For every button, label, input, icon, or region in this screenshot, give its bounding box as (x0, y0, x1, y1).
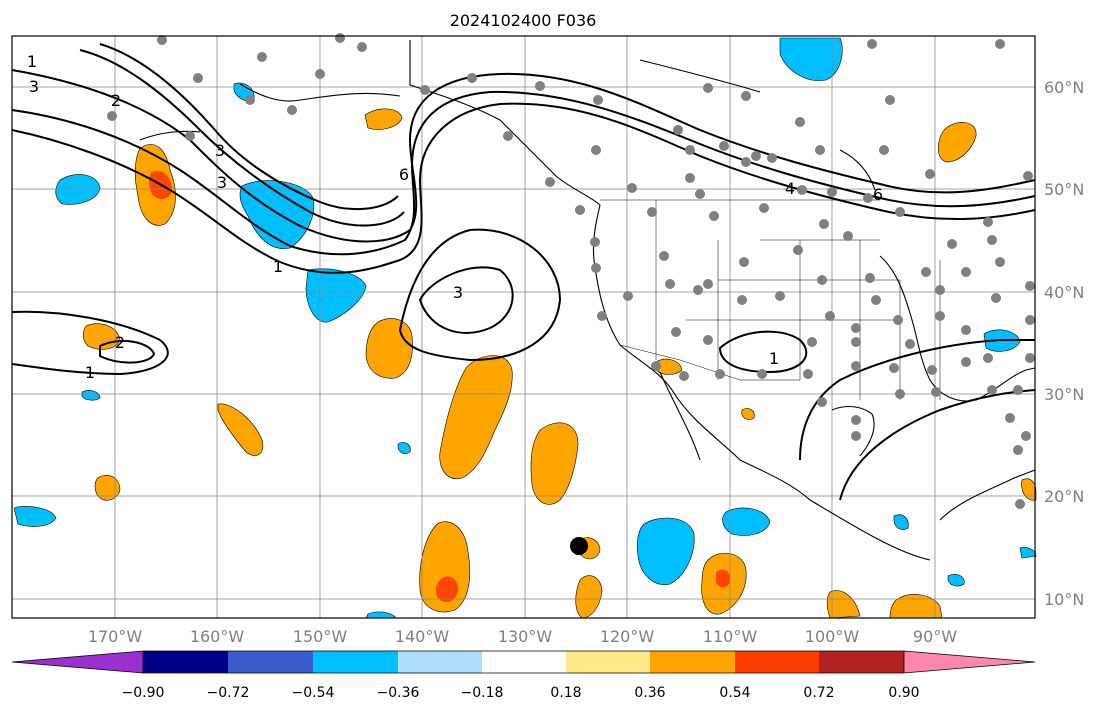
fill-orange (741, 408, 755, 420)
fill-cyan (55, 174, 101, 205)
colorbar-tick-label: −0.36 (377, 685, 420, 701)
colorbar-segment (566, 651, 650, 673)
lon-label: 140°W (395, 627, 450, 646)
colorbar-tick-label: −0.90 (122, 685, 165, 701)
lat-label: 50°N (1044, 180, 1084, 199)
lat-label: 30°N (1044, 385, 1084, 404)
map-frame (11, 35, 1036, 619)
colorbar-tick-label: 0.72 (803, 685, 834, 701)
fill-orange (365, 318, 413, 379)
fill-cyan (1019, 547, 1037, 559)
contour-label: 3 (217, 173, 227, 192)
storm-center-marker (570, 537, 588, 555)
fill-orange (575, 575, 603, 619)
fill-cyan (947, 574, 965, 587)
colorbar-extend-high (903, 650, 1036, 674)
fill-orange (826, 590, 861, 619)
colorbar-tick-label: 0.90 (888, 685, 919, 701)
contour-labels: 1 3 2 3 3 6 1 3 2 1 4 6 1 (27, 52, 883, 382)
lat-label: 60°N (1044, 78, 1084, 97)
map-title: 2024102400 F036 (450, 11, 597, 30)
colorbar-segment (313, 651, 398, 673)
state-borders (600, 199, 941, 400)
colorbar-tick-label: 0.54 (719, 685, 750, 701)
colorbar-tick-label: −0.72 (207, 685, 250, 701)
contour-label: 3 (453, 283, 463, 302)
fill-orange (1021, 478, 1037, 501)
contour-lines (11, 43, 1036, 501)
contour-label: 1 (27, 52, 37, 71)
lat-label: 20°N (1044, 487, 1084, 506)
colorbar-segment (482, 651, 566, 673)
lon-label: 170°W (88, 627, 143, 646)
fill-cyan (397, 442, 411, 454)
lat-label: 40°N (1044, 283, 1084, 302)
fill-red-orange (716, 569, 731, 588)
contour-label: 3 (29, 77, 39, 96)
contour-label: 3 (215, 141, 225, 160)
contour-label: 6 (399, 165, 409, 184)
colorbar-ticks: −0.90 −0.72 −0.54 −0.36 −0.18 0.18 0.36 … (122, 685, 920, 701)
colorbar-segment (735, 651, 819, 673)
lat-label: 10°N (1044, 590, 1084, 609)
colorbar-tick-label: −0.18 (461, 685, 504, 701)
station-markers (107, 33, 1035, 509)
fill-cyan (779, 37, 843, 81)
fill-cyan (13, 506, 57, 527)
contour-label: 4 (785, 179, 795, 198)
fill-cyan (636, 517, 695, 585)
contour-label: 1 (273, 257, 283, 276)
longitude-labels: 170°W 160°W 150°W 140°W 130°W 120°W 110°… (88, 627, 957, 646)
map-grid (12, 36, 1035, 618)
fill-red-orange (435, 576, 458, 603)
colorbar-tick-label: 0.36 (634, 685, 665, 701)
fill-cyan (893, 514, 909, 530)
lon-label: 110°W (703, 627, 758, 646)
coastlines (139, 40, 1036, 561)
contour-label: 1 (769, 349, 779, 368)
lon-label: 160°W (190, 627, 245, 646)
colorbar-segment (819, 651, 904, 673)
colorbar-segment (650, 651, 735, 673)
colorbar: −0.90 −0.72 −0.54 −0.36 −0.18 0.18 0.36 … (11, 650, 1036, 701)
colorbar-segment (228, 651, 313, 673)
colorbar-segment (143, 651, 228, 673)
fill-cyan (305, 268, 367, 323)
map-area: 1 3 2 3 3 6 1 3 2 1 4 6 1 (11, 33, 1037, 619)
fill-orange (937, 122, 977, 163)
fill-orange (439, 355, 513, 480)
colorbar-tick-label: −0.54 (292, 685, 335, 701)
colorbar-segment (398, 651, 482, 673)
colorbar-tick-label: 0.18 (550, 685, 581, 701)
fill-cyan (722, 507, 771, 536)
contour-label: 6 (873, 185, 883, 204)
lon-label: 120°W (600, 627, 655, 646)
colorbar-extend-low (11, 650, 144, 674)
fill-orange (364, 108, 403, 130)
contour-label: 2 (115, 333, 125, 352)
latitude-labels: 60°N 50°N 40°N 30°N 20°N 10°N (1044, 78, 1084, 609)
fill-cyan (81, 390, 101, 401)
fill-orange (94, 475, 121, 501)
lon-label: 130°W (498, 627, 553, 646)
fill-orange (889, 594, 943, 619)
fill-orange (217, 403, 264, 456)
lon-label: 100°W (805, 627, 860, 646)
lon-label: 90°W (913, 627, 957, 646)
fill-cyan (239, 180, 315, 249)
fill-orange (530, 422, 579, 505)
fill-cyan (365, 611, 397, 619)
lon-label: 150°W (293, 627, 348, 646)
contour-label: 1 (85, 363, 95, 382)
contour-label: 2 (111, 91, 121, 110)
